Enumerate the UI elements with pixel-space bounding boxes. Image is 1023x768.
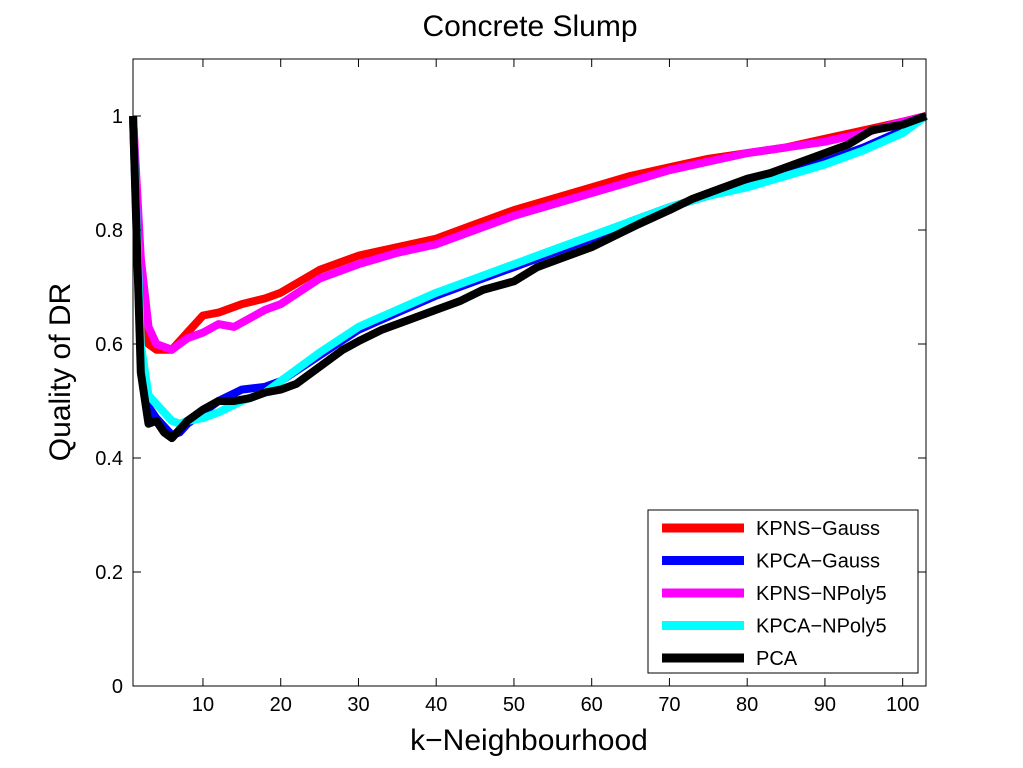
x-axis-label: k−Neighbourhood <box>410 724 648 757</box>
y-tick-label: 0.8 <box>95 220 123 242</box>
y-tick-label: 0.4 <box>95 448 123 470</box>
series-line-4 <box>129 112 929 428</box>
x-tick-label: 80 <box>736 694 758 716</box>
legend-label-4: KPCA−NPoly5 <box>756 616 887 638</box>
legend: KPNS−Gauss KPCA−Gauss KPNS−NPoly5 KPCA−NPol… <box>647 509 919 674</box>
x-tick-label: 20 <box>270 694 292 716</box>
x-tick-label: 40 <box>425 694 447 716</box>
x-tick-label: 30 <box>347 694 369 716</box>
legend-label-5: PCA <box>756 648 798 670</box>
y-tick-label: 0.6 <box>95 334 123 356</box>
plot-lines <box>129 112 929 443</box>
chart-title: Concrete Slump <box>422 10 637 43</box>
legend-label-1: KPNS−Gauss <box>756 518 880 540</box>
x-tick-label: 60 <box>581 694 603 716</box>
y-tick-label: 1 <box>112 106 123 128</box>
legend-label-3: KPNS−NPoly5 <box>756 583 887 605</box>
x-tick-label: 10 <box>192 694 214 716</box>
x-tick-label: 100 <box>886 694 919 716</box>
series-line-5 <box>129 112 928 443</box>
plot-area-frame <box>132 58 927 687</box>
series-line-3 <box>129 112 927 354</box>
x-tick-label: 90 <box>814 694 836 716</box>
x-tick-label: 70 <box>658 694 680 716</box>
y-tick-label: 0.2 <box>95 562 123 584</box>
y-tick-label: 0 <box>112 676 123 698</box>
x-tick-label: 50 <box>503 694 525 716</box>
x-axis: 10 20 30 40 50 60 70 80 90 100 <box>192 59 919 716</box>
legend-label-2: KPCA−Gauss <box>756 551 880 573</box>
y-axis-label: Quality of DR <box>44 283 77 461</box>
y-axis: 0 0.2 0.4 0.6 0.8 1 <box>95 106 926 698</box>
